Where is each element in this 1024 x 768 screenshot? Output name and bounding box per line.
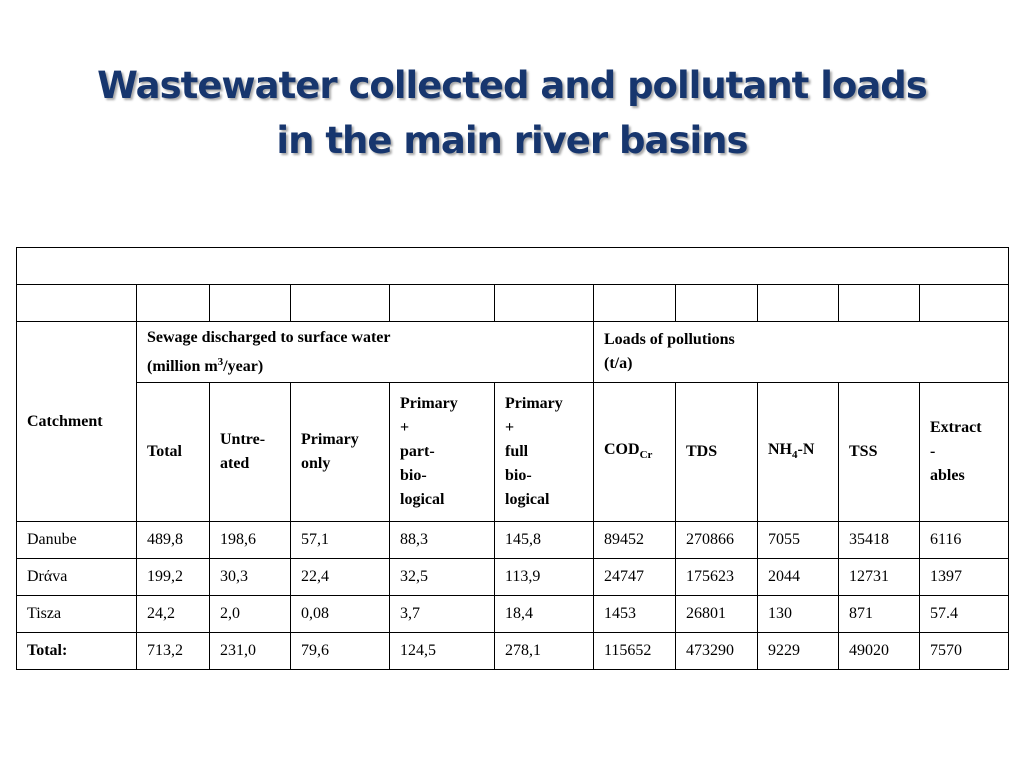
blank-cell [290,284,390,322]
value-cell: 30,3 [209,558,291,596]
blank-cell [15,247,1010,285]
value-cell: 79,6 [290,632,390,670]
value-cell: 9229 [757,632,839,670]
catchment-cell: Danube [16,521,137,559]
table-blank-row-1 [15,247,1010,285]
value-cell: 32,5 [389,558,495,596]
value-cell: 7570 [918,632,1010,670]
pollution-table: Catchment Sewage discharged to surface w… [15,247,1010,670]
value-cell: 1453 [593,595,676,633]
value-cell: 24747 [593,558,676,596]
value-cell: 35418 [838,521,920,559]
value-cell: 130 [757,595,839,633]
value-cell: 124,5 [389,632,495,670]
value-cell: 270866 [675,521,758,559]
catchment-header: Catchment [16,321,137,522]
value-cell: 18,4 [494,595,594,633]
value-cell: 3,7 [389,595,495,633]
value-cell: 88,3 [389,521,495,559]
title-line-1: Wastewater collected and pollutant loads [97,64,928,107]
value-cell: 175623 [675,558,758,596]
col-header-tds: TDS [675,382,758,522]
blank-cell [838,284,920,322]
table-column-header-row: Total Untre- ated Primary only Primary +… [17,382,1010,522]
col-header-primary-part-bio: Primary + part- bio- logical [389,382,495,522]
sewage-group-header: Sewage discharged to surface water (mill… [136,321,594,383]
table-blank-row-2 [16,284,1010,322]
loads-group-line-1: Loads of pollutions [604,331,735,348]
col-header-primary-only: Primary only [290,382,390,522]
value-cell: 89452 [593,521,676,559]
value-cell: 26801 [675,595,758,633]
col-header-tss: TSS [838,382,920,522]
title-line-2: in the main river basins [276,119,748,162]
col-header-cod: CODCr [593,382,676,522]
value-cell: 113,9 [494,558,594,596]
value-cell: 871 [838,595,920,633]
value-cell: 199,2 [136,558,210,596]
value-cell: 278,1 [494,632,594,670]
col-header-total: Total [136,382,210,522]
value-cell: 473290 [675,632,758,670]
blank-cell [389,284,495,322]
col-header-nh4n: NH4-N [757,382,839,522]
value-cell: 22,4 [290,558,390,596]
blank-cell [675,284,758,322]
blank-cell [918,284,1010,322]
value-cell: 2044 [757,558,839,596]
slide-title: Wastewater collected and pollutant loads… [0,58,1024,168]
loads-group-header: Loads of pollutions (t/a) [592,321,1010,383]
table-row: Danube 489,8 198,6 57,1 88,3 145,8 89452… [16,521,1010,559]
value-cell: 713,2 [136,632,210,670]
sewage-group-line-2: (million m3/year) [147,355,264,375]
value-cell: 145,8 [494,521,594,559]
value-cell: 2,0 [209,595,291,633]
blank-cell [593,284,676,322]
loads-group-line-2: (t/a) [604,355,633,372]
col-header-primary-full-bio: Primary + full bio- logical [494,382,594,522]
value-cell: 115652 [593,632,676,670]
value-cell: 24,2 [136,595,210,633]
blank-cell [209,284,291,322]
value-cell: 489,8 [136,521,210,559]
table-group-header-row: Catchment Sewage discharged to surface w… [16,321,1010,522]
catchment-cell: Tisza [16,595,137,633]
catchment-cell: Drάva [16,558,137,596]
blank-cell [757,284,839,322]
catchment-cell-total: Total: [16,632,137,670]
sewage-group-line-1: Sewage discharged to surface water [147,328,391,346]
value-cell: 231,0 [209,632,291,670]
table-row-total: Total: 713,2 231,0 79,6 124,5 278,1 1156… [16,632,1010,670]
value-cell: 1397 [918,558,1010,596]
table-row: Drάva 199,2 30,3 22,4 32,5 113,9 24747 1… [16,558,1010,596]
value-cell: 57.4 [918,595,1010,633]
col-header-extractables: Extract - ables [918,382,1010,522]
value-cell: 49020 [838,632,920,670]
value-cell: 57,1 [290,521,390,559]
value-cell: 12731 [838,558,920,596]
col-header-untreated: Untre- ated [209,382,291,522]
blank-cell [494,284,594,322]
blank-cell [16,284,137,322]
blank-cell [136,284,210,322]
value-cell: 6116 [918,521,1010,559]
value-cell: 198,6 [209,521,291,559]
value-cell: 0,08 [290,595,390,633]
value-cell: 7055 [757,521,839,559]
table-row: Tisza 24,2 2,0 0,08 3,7 18,4 1453 26801 … [16,595,1010,633]
